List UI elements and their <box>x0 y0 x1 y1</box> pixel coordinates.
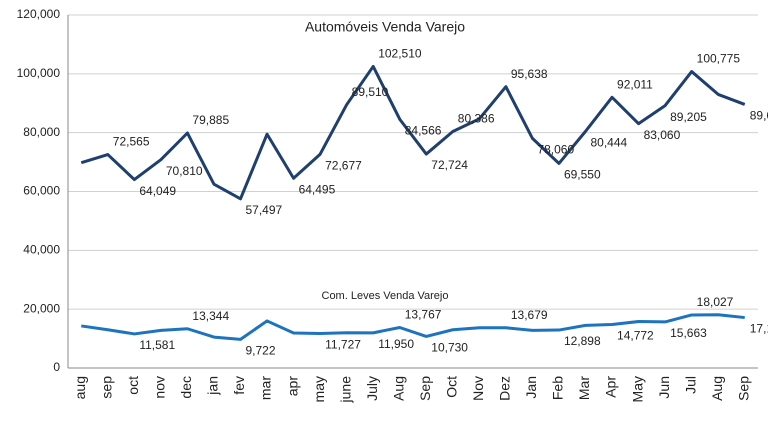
data-label: 11,581 <box>139 338 175 352</box>
x-tick-label: Mar <box>576 376 592 400</box>
data-label: 69,550 <box>564 168 601 182</box>
series-line <box>81 313 745 341</box>
x-tick-label: dec <box>178 376 194 399</box>
data-label: 84,566 <box>405 123 442 137</box>
data-label: 72,565 <box>113 135 150 149</box>
x-tick-label: mar <box>258 376 274 400</box>
data-label: 14,772 <box>617 329 654 343</box>
x-tick-label: oct <box>125 376 141 395</box>
x-tick-label: sep <box>99 376 115 399</box>
data-label: 79,885 <box>192 113 229 127</box>
x-tick-label: Jun <box>656 376 672 399</box>
x-tick-label: July <box>364 376 380 401</box>
x-tick-label: Feb <box>550 376 566 400</box>
x-tick-label: fev <box>231 376 247 395</box>
data-label: 72,724 <box>431 158 468 172</box>
x-tick-label: Aug <box>709 376 725 401</box>
x-tick-label: Oct <box>444 376 460 398</box>
x-tick-label: nov <box>152 376 168 399</box>
data-label: 92,011 <box>617 78 653 92</box>
data-label: 13,767 <box>405 308 442 322</box>
data-label: 64,495 <box>299 182 336 196</box>
data-label: 89,605 <box>750 109 768 123</box>
x-tick-label: Nov <box>470 376 486 401</box>
x-tick-label: Jan <box>523 376 539 399</box>
data-label: 80,386 <box>458 112 495 126</box>
x-tick-label: Sep <box>417 376 433 401</box>
data-label: 95,638 <box>511 67 548 81</box>
data-label: 11,727 <box>325 338 361 352</box>
y-tick-label: 0 <box>53 360 60 374</box>
data-label: 10,730 <box>431 341 468 355</box>
data-label: 89,510 <box>352 85 389 99</box>
data-label: 102,510 <box>378 47 422 61</box>
y-tick-label: 60,000 <box>23 184 60 198</box>
data-label: 9,722 <box>246 344 276 358</box>
series-title: Automóveis Venda Varejo <box>305 19 465 35</box>
data-label: 13,344 <box>192 309 229 323</box>
x-tick-label: Aug <box>390 376 406 401</box>
data-label: 13,679 <box>511 308 548 322</box>
series-title: Com. Leves Venda Varejo <box>322 290 449 302</box>
data-label: 11,950 <box>378 337 414 351</box>
data-label: 72,677 <box>325 158 362 172</box>
data-label: 83,060 <box>644 128 681 142</box>
x-tick-label: jan <box>205 376 221 396</box>
data-label: 57,497 <box>246 203 283 217</box>
x-tick-label: Jul <box>682 376 698 394</box>
data-label: 15,663 <box>670 326 707 340</box>
data-label: 70,810 <box>166 164 203 178</box>
data-label: 12,898 <box>564 334 601 348</box>
data-label: 78,060 <box>537 143 574 157</box>
x-tick-label: Apr <box>603 376 619 398</box>
y-tick-label: 100,000 <box>17 66 61 80</box>
x-tick-label: may <box>311 376 327 402</box>
x-tick-label: aug <box>72 376 88 399</box>
x-tick-label: Dez <box>497 376 513 401</box>
series-line <box>80 64 746 201</box>
y-tick-label: 20,000 <box>23 301 60 315</box>
data-label: 80,444 <box>591 136 628 150</box>
data-label: 18,027 <box>697 295 734 309</box>
data-label: 89,205 <box>670 110 707 124</box>
x-tick-label: Sep <box>735 376 751 401</box>
y-tick-label: 40,000 <box>23 243 60 257</box>
data-label: 100,775 <box>697 52 741 66</box>
x-tick-label: apr <box>284 376 300 397</box>
x-tick-label: june <box>337 376 353 404</box>
data-label: 64,049 <box>139 184 176 198</box>
y-tick-label: 120,000 <box>17 7 61 21</box>
x-tick-label: May <box>629 376 645 402</box>
data-label: 17,145 <box>750 322 768 336</box>
y-tick-label: 80,000 <box>23 125 60 139</box>
